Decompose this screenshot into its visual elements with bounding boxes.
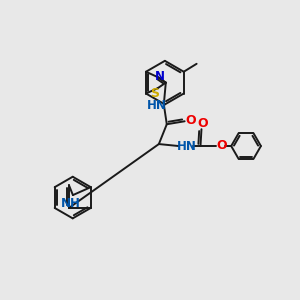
- Text: HN: HN: [147, 99, 167, 112]
- Text: NH: NH: [61, 196, 81, 209]
- Text: O: O: [216, 139, 226, 152]
- Text: O: O: [185, 114, 196, 127]
- Text: O: O: [197, 117, 208, 130]
- Text: S: S: [150, 86, 159, 100]
- Text: HN: HN: [177, 140, 196, 152]
- Text: N: N: [155, 70, 165, 83]
